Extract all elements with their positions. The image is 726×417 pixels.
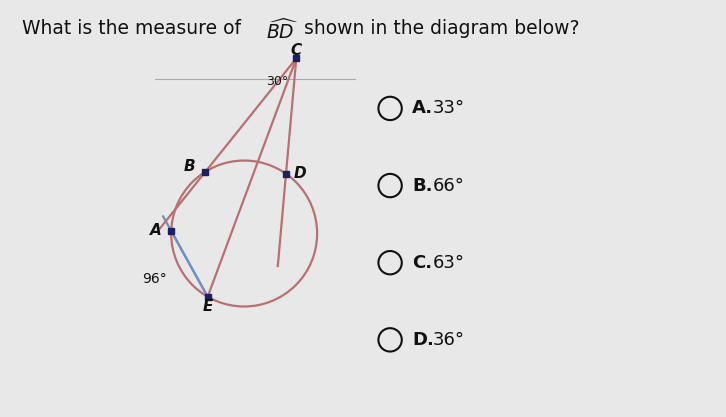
Text: 96°: 96°	[142, 272, 167, 286]
Text: A: A	[150, 224, 162, 239]
Text: E: E	[203, 299, 213, 314]
Text: D.: D.	[412, 331, 434, 349]
Text: A.: A.	[412, 99, 433, 118]
Text: 66°: 66°	[433, 176, 465, 195]
Text: C.: C.	[412, 254, 432, 272]
Text: $\widehat{BD}$: $\widehat{BD}$	[266, 19, 298, 43]
Text: shown in the diagram below?: shown in the diagram below?	[298, 19, 579, 38]
Text: What is the measure of: What is the measure of	[22, 19, 247, 38]
Text: 63°: 63°	[433, 254, 465, 272]
Text: 33°: 33°	[433, 99, 465, 118]
Text: 36°: 36°	[433, 331, 465, 349]
Text: C: C	[290, 43, 302, 58]
Text: B.: B.	[412, 176, 433, 195]
Text: B: B	[184, 159, 195, 174]
Text: 30°: 30°	[266, 75, 289, 88]
Text: D: D	[293, 166, 306, 181]
